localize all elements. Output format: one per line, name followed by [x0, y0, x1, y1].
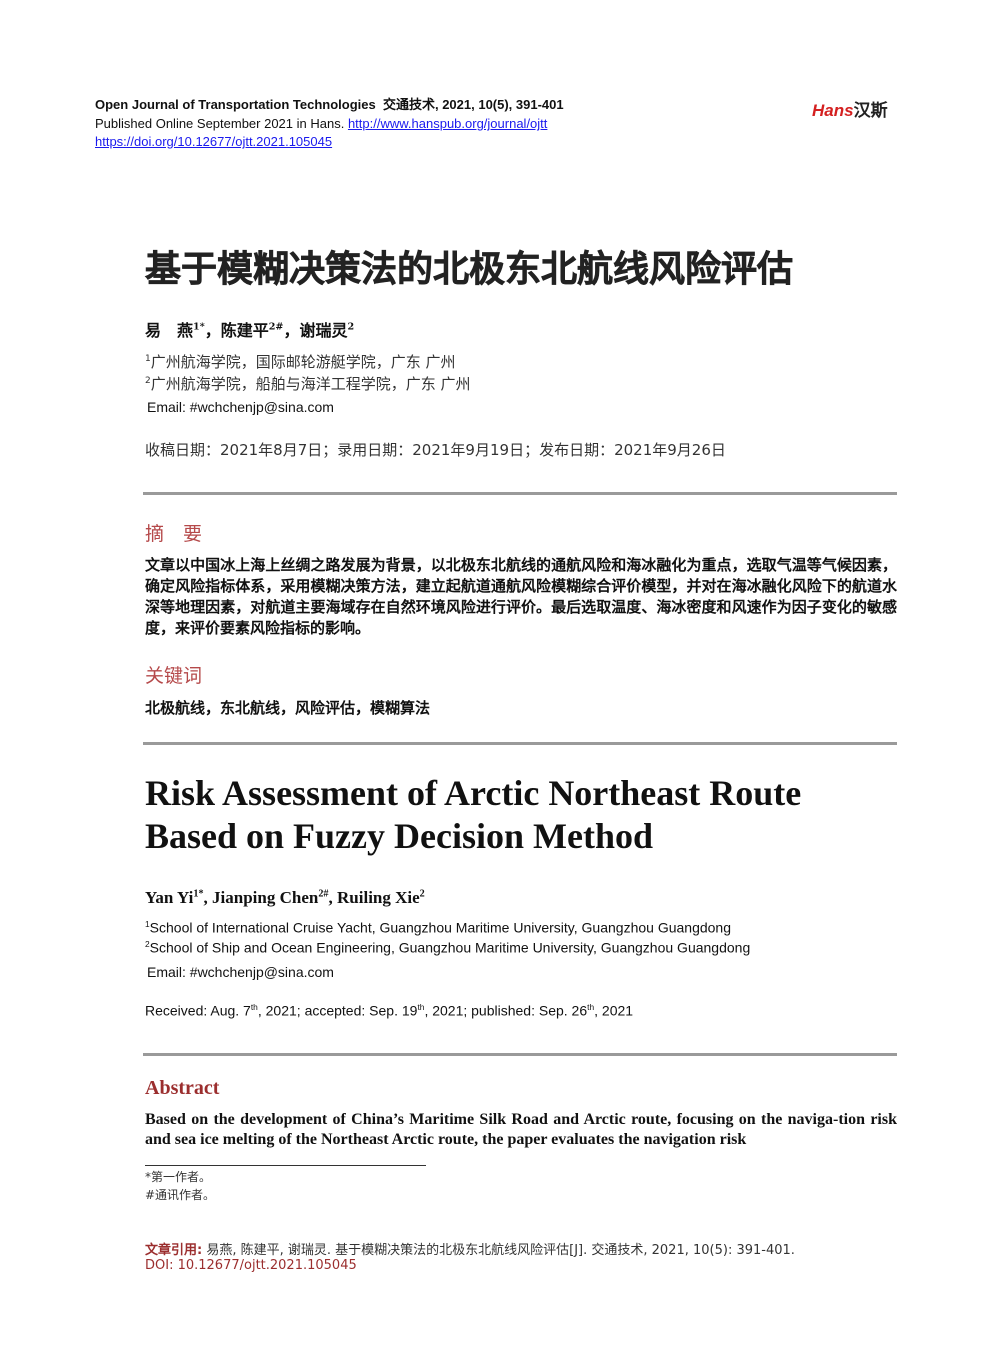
author-sup: 2: [347, 321, 355, 333]
published-text: Published Online September 2021 in Hans.: [95, 116, 345, 131]
aff-sup: 2: [145, 939, 150, 949]
author-name: Ruiling Xie: [337, 888, 420, 907]
journal-line: Open Journal of Transportation Technolog…: [95, 96, 564, 114]
published-line: Published Online September 2021 in Hans.…: [95, 115, 547, 133]
cn-title: 基于模糊决策法的北极东北航线风险评估: [145, 249, 794, 291]
en-dates: Received: Aug. 7th, 2021; accepted: Sep.…: [145, 1002, 633, 1019]
cn-keywords: 北极航线，东北航线，风险评估，模糊算法: [145, 699, 431, 717]
cn-abstract: 文章以中国冰上海上丝绸之路发展为背景，以北极东北航线的通航风险和海冰融化为重点，…: [145, 556, 897, 637]
author-sup: 2#: [318, 888, 329, 900]
doi-link[interactable]: https://doi.org/10.12677/ojtt.2021.10504…: [95, 134, 333, 149]
author-sup: 1*: [193, 888, 204, 900]
logo-latin: Hans: [812, 101, 854, 120]
en-affiliation-2: 2School of Ship and Ocean Engineering, G…: [145, 939, 750, 956]
en-authors: Yan Yi1*, Jianping Chen2#, Ruiling Xie2: [145, 888, 425, 907]
en-abstract-heading: Abstract: [145, 1077, 220, 1099]
citation-doi: DOI: 10.12677/ojtt.2021.105045: [145, 1258, 357, 1273]
footnote-first-author: *第一作者。: [145, 1170, 212, 1184]
author-name: 谢瑞灵: [299, 321, 348, 340]
en-abstract: Based on the development of China’s Mari…: [145, 1111, 897, 1148]
journal-name: Open Journal of Transportation Technolog…: [95, 97, 376, 112]
divider: [143, 742, 897, 745]
accepted-date: , 2021; accepted: Sep. 19: [257, 1002, 418, 1019]
logo-cn: 汉斯: [853, 101, 888, 121]
aff-text: School of Ship and Ocean Engineering, Gu…: [149, 939, 751, 956]
en-title: Risk Assessment of Arctic Northeast Rout…: [145, 772, 801, 858]
en-title-line: Based on Fuzzy Decision Method: [145, 816, 653, 856]
author-sup: 2: [419, 888, 425, 900]
aff-text: 广州航海学院，国际邮轮游艇学院，广东 广州: [150, 353, 456, 371]
year: , 2021: [594, 1002, 634, 1019]
author-sup: 1*: [193, 321, 205, 333]
hans-logo: Hans汉斯: [812, 96, 888, 121]
published-date: , 2021; published: Sep. 26: [424, 1002, 588, 1019]
author-name: 易 燕: [145, 321, 194, 340]
citation: 文章引用: 易燕, 陈建平, 谢瑞灵. 基于模糊决策法的北极东北航线风险评估[J…: [145, 1239, 795, 1258]
divider: [143, 1053, 897, 1056]
author-name: Yan Yi: [145, 888, 194, 907]
citation-label: 文章引用:: [145, 1243, 203, 1258]
author-name: 陈建平: [220, 321, 269, 340]
en-email: Email: #wchchenjp@sina.com: [147, 964, 334, 980]
ordinal: th: [417, 1002, 425, 1012]
aff-sup: 2: [145, 376, 151, 386]
en-affiliation-1: 1School of International Cruise Yacht, G…: [145, 919, 731, 936]
citation-text: 易燕, 陈建平, 谢瑞灵. 基于模糊决策法的北极东北航线风险评估[J]. 交通技…: [206, 1243, 795, 1258]
cn-email: Email: #wchchenjp@sina.com: [147, 399, 334, 415]
divider: [143, 492, 897, 495]
ordinal: th: [250, 1002, 258, 1012]
footnote-corresponding: #通讯作者。: [145, 1188, 216, 1202]
doi-line: https://doi.org/10.12677/ojtt.2021.10504…: [95, 133, 332, 151]
en-title-line: Risk Assessment of Arctic Northeast Rout…: [145, 773, 802, 813]
aff-sup: 1: [145, 919, 150, 929]
aff-text: 广州航海学院，船舶与海洋工程学院，广东 广州: [150, 375, 471, 393]
aff-sup: 1: [145, 354, 151, 364]
author-name: Jianping Chen: [212, 888, 319, 907]
journal-link[interactable]: http://www.hanspub.org/journal/ojtt: [347, 116, 548, 131]
author-sup: 2#: [268, 321, 284, 333]
cn-affiliation-2: 2广州航海学院，船舶与海洋工程学院，广东 广州: [145, 373, 471, 394]
ordinal: th: [587, 1002, 595, 1012]
received-date: Received: Aug. 7: [145, 1002, 251, 1019]
footnote-rule: [145, 1165, 426, 1166]
cn-affiliation-1: 1广州航海学院，国际邮轮游艇学院，广东 广州: [145, 351, 456, 372]
cn-dates: 收稿日期：2021年8月7日；录用日期：2021年9月19日；发布日期：2021…: [145, 441, 726, 459]
cn-keywords-heading: 关键词: [145, 665, 203, 687]
cn-authors: 易 燕1*，陈建平2#，谢瑞灵2: [145, 321, 355, 340]
aff-text: School of International Cruise Yacht, Gu…: [149, 919, 732, 936]
cn-abstract-heading: 摘 要: [145, 523, 203, 545]
journal-cn: 交通技术, 2021, 10(5), 391-401: [382, 97, 564, 112]
